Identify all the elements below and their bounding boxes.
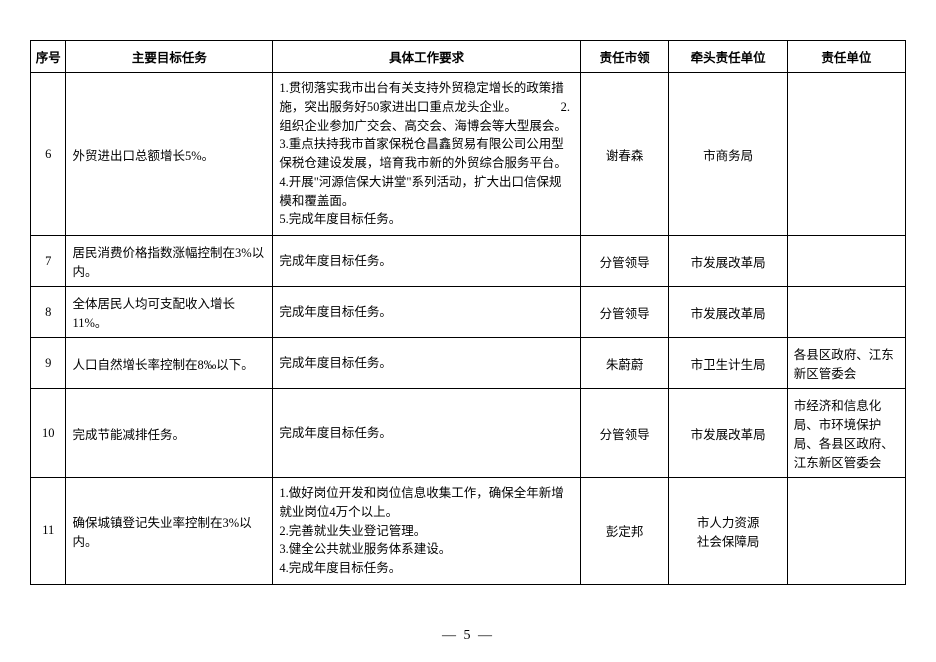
cell-req: 完成年度目标任务。 xyxy=(273,236,580,287)
col-header-lead-unit: 牵头责任单位 xyxy=(669,41,787,73)
cell-resp-unit xyxy=(787,236,905,287)
table-row: 10 完成节能减排任务。 完成年度目标任务。 分管领导 市发展改革局 市经济和信… xyxy=(31,389,906,478)
cell-seq: 7 xyxy=(31,236,66,287)
cell-task: 完成节能减排任务。 xyxy=(66,389,273,478)
cell-seq: 11 xyxy=(31,478,66,585)
cell-leader: 分管领导 xyxy=(580,389,669,478)
cell-req: 1.贯彻落实我市出台有关支持外贸稳定增长的政策措施，突出服务好50家进出口重点龙… xyxy=(273,73,580,236)
cell-resp-unit: 各县区政府、江东新区管委会 xyxy=(787,338,905,389)
cell-leader: 分管领导 xyxy=(580,287,669,338)
col-header-leader: 责任市领 xyxy=(580,41,669,73)
cell-seq: 9 xyxy=(31,338,66,389)
table-body: 6 外贸进出口总额增长5%。 1.贯彻落实我市出台有关支持外贸稳定增长的政策措施… xyxy=(31,73,906,585)
cell-lead-unit: 市发展改革局 xyxy=(669,287,787,338)
cell-req: 完成年度目标任务。 xyxy=(273,338,580,389)
table-row: 7 居民消费价格指数涨幅控制在3%以内。 完成年度目标任务。 分管领导 市发展改… xyxy=(31,236,906,287)
col-header-req: 具体工作要求 xyxy=(273,41,580,73)
cell-leader: 彭定邦 xyxy=(580,478,669,585)
cell-resp-unit: 市经济和信息化局、市环境保护局、各县区政府、江东新区管委会 xyxy=(787,389,905,478)
cell-seq: 8 xyxy=(31,287,66,338)
cell-task: 全体居民人均可支配收入增长11%。 xyxy=(66,287,273,338)
main-table: 序号 主要目标任务 具体工作要求 责任市领 牵头责任单位 责任单位 6 外贸进出… xyxy=(30,40,906,585)
col-header-task: 主要目标任务 xyxy=(66,41,273,73)
cell-req: 完成年度目标任务。 xyxy=(273,389,580,478)
cell-leader: 分管领导 xyxy=(580,236,669,287)
cell-resp-unit xyxy=(787,73,905,236)
cell-resp-unit xyxy=(787,287,905,338)
table-header-row: 序号 主要目标任务 具体工作要求 责任市领 牵头责任单位 责任单位 xyxy=(31,41,906,73)
cell-req: 1.做好岗位开发和岗位信息收集工作，确保全年新增就业岗位4万个以上。 2.完善就… xyxy=(273,478,580,585)
cell-lead-unit: 市发展改革局 xyxy=(669,236,787,287)
cell-req: 完成年度目标任务。 xyxy=(273,287,580,338)
cell-leader: 朱蔚蔚 xyxy=(580,338,669,389)
cell-seq: 10 xyxy=(31,389,66,478)
cell-lead-unit: 市发展改革局 xyxy=(669,389,787,478)
cell-leader: 谢春森 xyxy=(580,73,669,236)
cell-lead-unit: 市卫生计生局 xyxy=(669,338,787,389)
cell-resp-unit xyxy=(787,478,905,585)
cell-task: 居民消费价格指数涨幅控制在3%以内。 xyxy=(66,236,273,287)
page-number: — 5 — xyxy=(0,628,936,644)
cell-lead-unit: 市商务局 xyxy=(669,73,787,236)
cell-task: 确保城镇登记失业率控制在3%以 内。 xyxy=(66,478,273,585)
cell-task: 外贸进出口总额增长5%。 xyxy=(66,73,273,236)
table-row: 11 确保城镇登记失业率控制在3%以 内。 1.做好岗位开发和岗位信息收集工作，… xyxy=(31,478,906,585)
cell-lead-unit: 市人力资源 社会保障局 xyxy=(669,478,787,585)
col-header-resp-unit: 责任单位 xyxy=(787,41,905,73)
table-row: 9 人口自然增长率控制在8‰以下。 完成年度目标任务。 朱蔚蔚 市卫生计生局 各… xyxy=(31,338,906,389)
table-row: 8 全体居民人均可支配收入增长11%。 完成年度目标任务。 分管领导 市发展改革… xyxy=(31,287,906,338)
col-header-seq: 序号 xyxy=(31,41,66,73)
cell-task: 人口自然增长率控制在8‰以下。 xyxy=(66,338,273,389)
cell-seq: 6 xyxy=(31,73,66,236)
table-row: 6 外贸进出口总额增长5%。 1.贯彻落实我市出台有关支持外贸稳定增长的政策措施… xyxy=(31,73,906,236)
